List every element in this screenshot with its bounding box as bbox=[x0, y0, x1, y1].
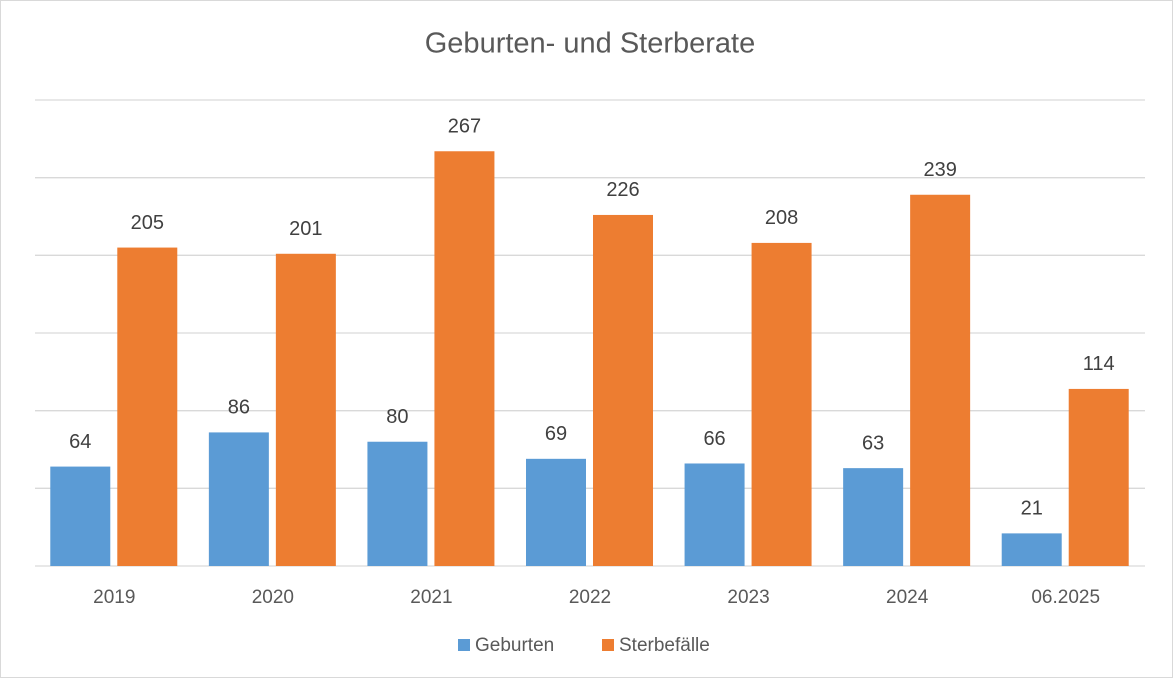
data-label: 114 bbox=[1083, 353, 1115, 375]
data-label: 267 bbox=[448, 116, 481, 138]
bar bbox=[434, 151, 495, 566]
legend-label: Geburten bbox=[475, 635, 554, 656]
bar bbox=[843, 468, 904, 566]
bar bbox=[751, 242, 812, 566]
bar bbox=[367, 441, 428, 566]
legend-swatch bbox=[458, 639, 470, 651]
legend-swatch bbox=[602, 639, 614, 651]
x-tick-label: 06.2025 bbox=[1031, 587, 1100, 608]
x-tick-label: 2024 bbox=[886, 587, 929, 608]
bar bbox=[275, 253, 336, 566]
legend-label: Sterbefälle bbox=[619, 635, 710, 656]
data-label: 80 bbox=[386, 406, 408, 428]
bar bbox=[684, 463, 745, 566]
x-tick-label: 2021 bbox=[410, 587, 452, 608]
data-label: 21 bbox=[1021, 498, 1043, 520]
bar bbox=[50, 466, 111, 566]
data-label: 201 bbox=[289, 218, 322, 240]
data-label: 86 bbox=[228, 397, 250, 419]
data-label: 64 bbox=[69, 431, 91, 453]
x-tick-label: 2022 bbox=[569, 587, 611, 608]
bar bbox=[208, 432, 269, 566]
x-tick-label: 2020 bbox=[252, 587, 294, 608]
bar bbox=[526, 458, 586, 566]
chart-title: Geburten- und Sterberate bbox=[425, 28, 755, 60]
data-label: 66 bbox=[703, 428, 725, 450]
bar bbox=[593, 214, 653, 567]
bar bbox=[1001, 533, 1062, 566]
data-label: 226 bbox=[606, 179, 639, 201]
data-label: 69 bbox=[545, 423, 567, 445]
x-tick-label: 2023 bbox=[727, 587, 769, 608]
data-label: 208 bbox=[765, 207, 798, 229]
data-label: 63 bbox=[862, 432, 884, 454]
data-label: 239 bbox=[923, 159, 956, 181]
bar bbox=[117, 247, 178, 567]
bar bbox=[1068, 388, 1129, 566]
x-tick-label: 2019 bbox=[93, 587, 135, 608]
data-label: 205 bbox=[131, 212, 164, 234]
bar bbox=[910, 194, 971, 566]
